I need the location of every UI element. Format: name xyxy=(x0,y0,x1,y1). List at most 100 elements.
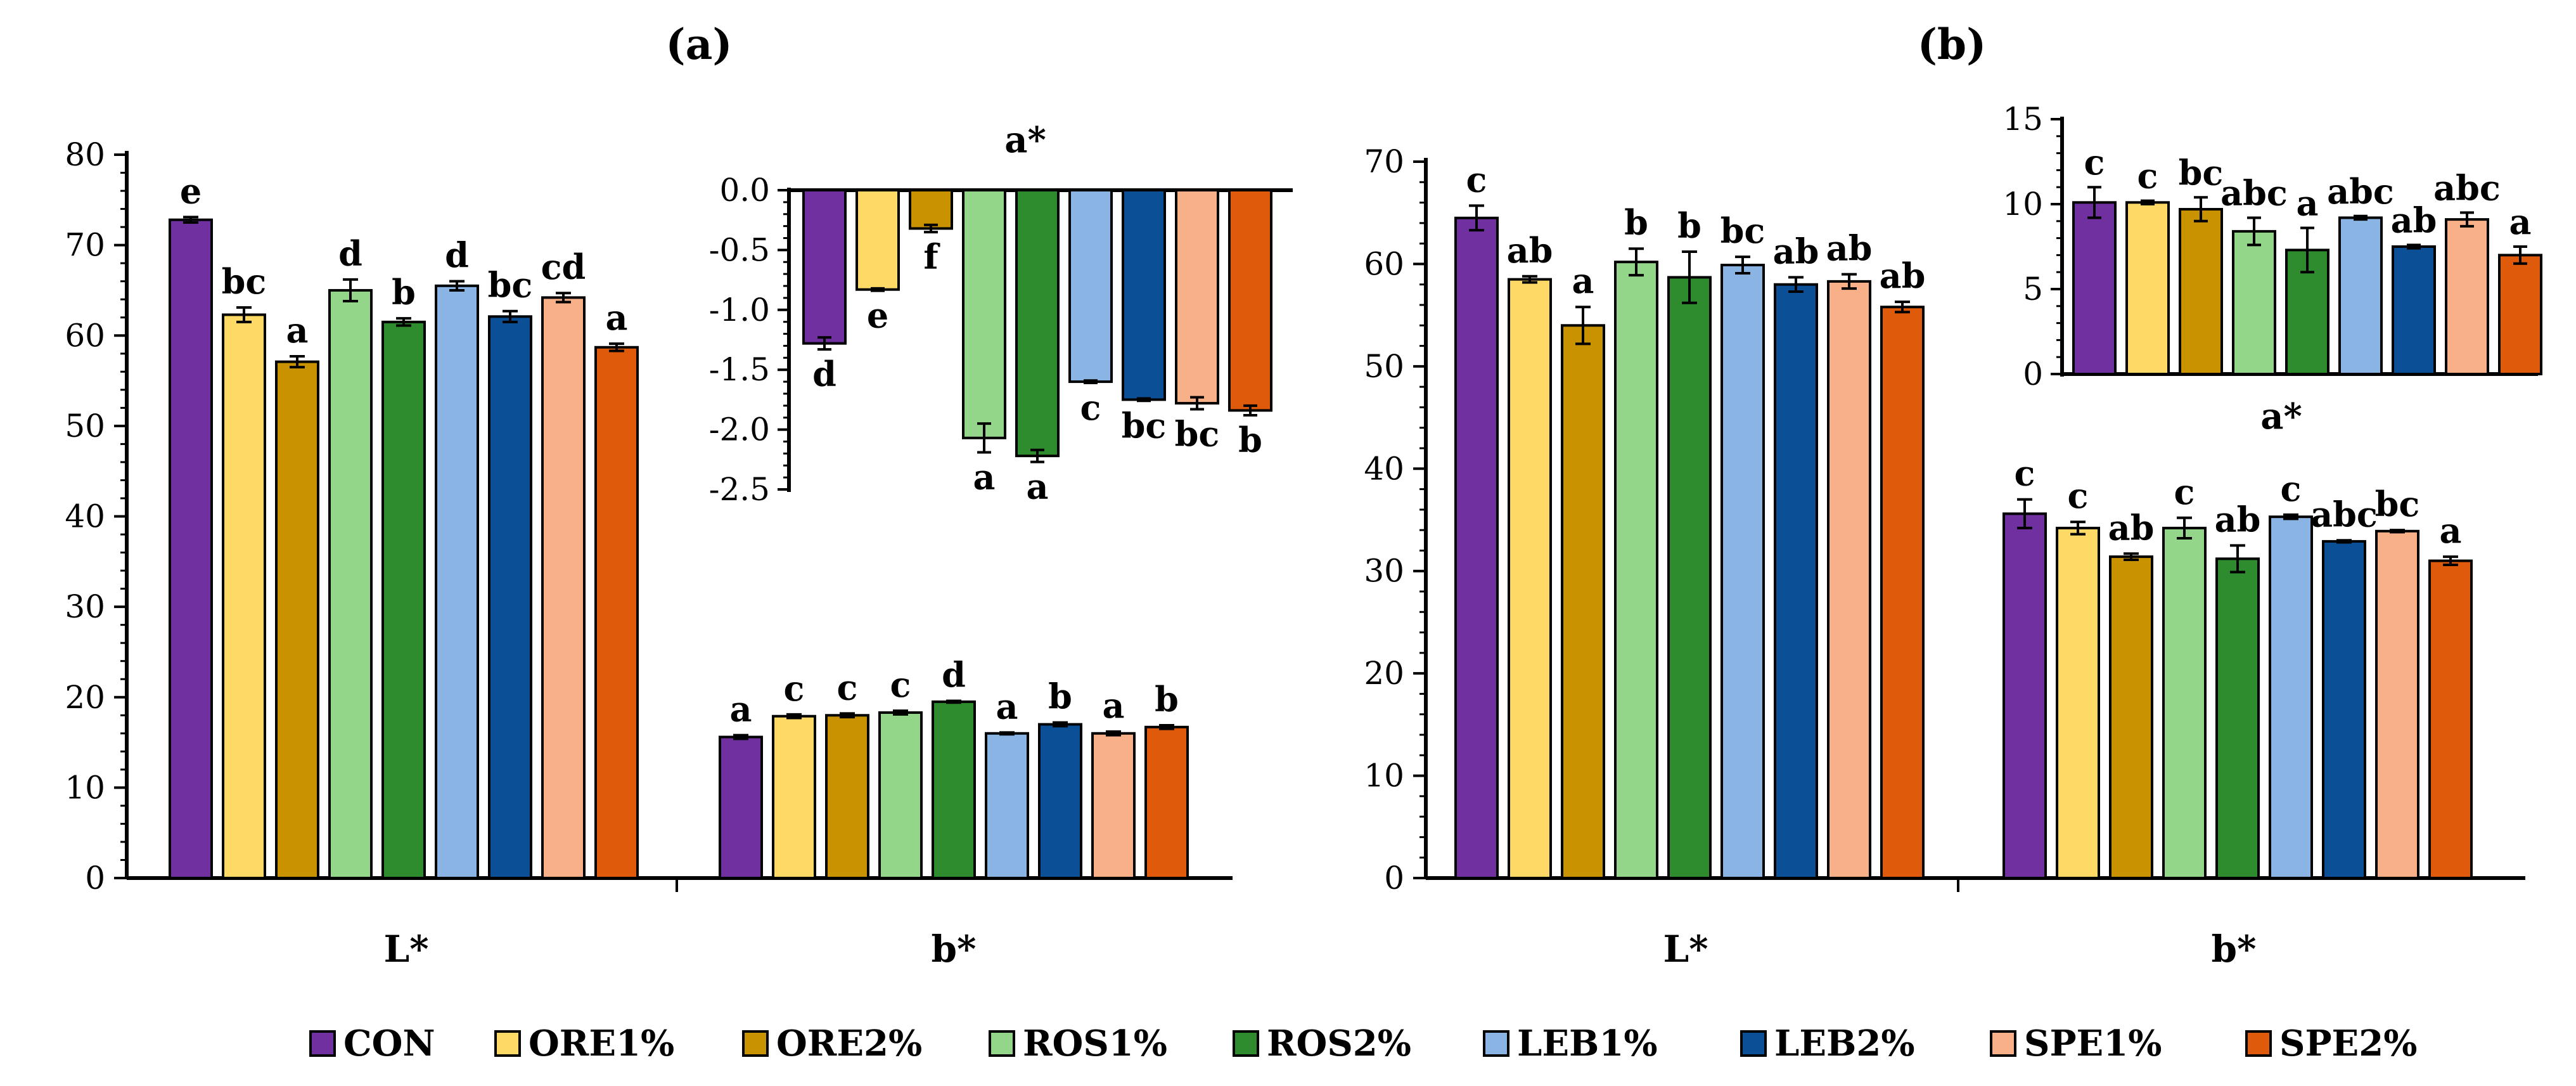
significance-letter: b xyxy=(1624,202,1648,243)
significance-letter: c xyxy=(2068,475,2089,516)
y-tick-label: 10 xyxy=(1364,758,1404,794)
error-bar xyxy=(840,712,855,719)
legend-label: ROS2% xyxy=(1267,1023,1411,1064)
significance-letter: ab xyxy=(1880,255,1926,296)
bar xyxy=(2445,218,2489,375)
error-bar xyxy=(2460,211,2474,228)
error-bar xyxy=(1735,255,1750,275)
y-tick-label: 30 xyxy=(1364,553,1404,590)
significance-letter: e xyxy=(180,171,202,211)
y-tick-label: 10 xyxy=(65,769,105,806)
error-bar xyxy=(2017,498,2032,529)
error-bar xyxy=(1842,273,1857,290)
legend-label: ORE2% xyxy=(776,1023,922,1064)
x-category-label: L* xyxy=(383,928,428,971)
bar xyxy=(1774,283,1818,879)
error-bar xyxy=(1190,396,1204,411)
y-tick-label: -2.0 xyxy=(709,411,770,448)
error-bar xyxy=(2513,245,2527,265)
y-tick-label: 5 xyxy=(2023,271,2043,307)
bar xyxy=(932,700,976,879)
error-bar xyxy=(2230,544,2245,574)
bar xyxy=(2215,557,2260,879)
y-tick-label: 50 xyxy=(65,408,105,444)
bar xyxy=(772,714,816,880)
y-tick-label: -2.5 xyxy=(709,471,770,508)
error-bar xyxy=(2141,199,2155,205)
bar xyxy=(328,288,373,879)
significance-letter: bc xyxy=(1122,405,1167,446)
significance-letter: b xyxy=(1048,676,1072,717)
significance-letter: d xyxy=(338,233,362,274)
bar xyxy=(1122,189,1166,401)
significance-letter: c xyxy=(2281,469,2302,509)
x-category-label: b* xyxy=(2212,928,2257,971)
error-bar xyxy=(977,422,991,454)
legend-label: SPE1% xyxy=(2024,1023,2162,1064)
error-bar xyxy=(556,292,571,304)
y-tick-label: 80 xyxy=(65,136,105,173)
error-bar xyxy=(236,306,252,323)
error-bar xyxy=(1084,379,1098,384)
bar xyxy=(2392,245,2436,375)
bar xyxy=(855,189,900,291)
bar xyxy=(2162,526,2207,879)
error-bar xyxy=(2247,216,2261,247)
bar xyxy=(2056,526,2100,879)
significance-letter: a xyxy=(1103,685,1125,726)
bar xyxy=(2002,512,2047,879)
significance-letter: abc xyxy=(2327,171,2394,212)
significance-letter: a xyxy=(2509,202,2532,242)
significance-letter: bc xyxy=(2375,484,2420,524)
error-bar xyxy=(733,734,748,740)
y-tick-label: -0.5 xyxy=(709,231,770,268)
legend-swatch xyxy=(989,1030,1015,1057)
y-tick-label: 50 xyxy=(1364,348,1404,385)
bar xyxy=(2375,529,2419,879)
error-bar xyxy=(2070,520,2086,536)
x-category-label: L* xyxy=(1663,928,1708,971)
bar xyxy=(1827,280,1871,880)
bar xyxy=(435,284,479,879)
bar xyxy=(488,315,532,879)
bar xyxy=(1721,264,1765,879)
error-bar xyxy=(999,731,1015,736)
panel-label: (b) xyxy=(1918,20,1987,69)
error-bar xyxy=(609,342,624,352)
significance-letter: bc xyxy=(2179,152,2224,193)
error-bar xyxy=(1106,730,1121,737)
error-bar xyxy=(1137,397,1151,403)
bar xyxy=(909,189,953,230)
bar xyxy=(594,346,639,879)
significance-letter: c xyxy=(2174,472,2195,512)
significance-letter: cd xyxy=(541,247,586,287)
error-bar xyxy=(1469,204,1484,232)
bar xyxy=(1068,189,1113,384)
legend-label: LEB1% xyxy=(1517,1023,1658,1064)
y-tick-label: 70 xyxy=(1364,143,1404,180)
bar xyxy=(2498,254,2542,375)
error-bar xyxy=(2194,196,2208,223)
legend-swatch xyxy=(742,1030,769,1057)
legend-swatch xyxy=(494,1030,521,1057)
bar xyxy=(2269,515,2313,879)
legend-swatch xyxy=(2245,1030,2272,1057)
legend-label: SPE2% xyxy=(2279,1023,2417,1064)
error-bar xyxy=(1629,247,1644,277)
error-bar xyxy=(1575,306,1591,346)
bar xyxy=(1614,261,1658,879)
bar xyxy=(222,313,266,880)
error-bar xyxy=(2407,243,2421,250)
bar xyxy=(878,711,923,879)
legend-swatch xyxy=(309,1030,336,1057)
error-bar xyxy=(946,699,961,704)
y-tick-label: 20 xyxy=(65,679,105,716)
significance-letter: bc xyxy=(222,261,267,302)
error-bar xyxy=(1895,301,1910,314)
error-bar xyxy=(871,287,885,292)
significance-letter: c xyxy=(1466,159,1487,200)
error-bar xyxy=(2443,555,2458,567)
bar xyxy=(2428,559,2473,879)
